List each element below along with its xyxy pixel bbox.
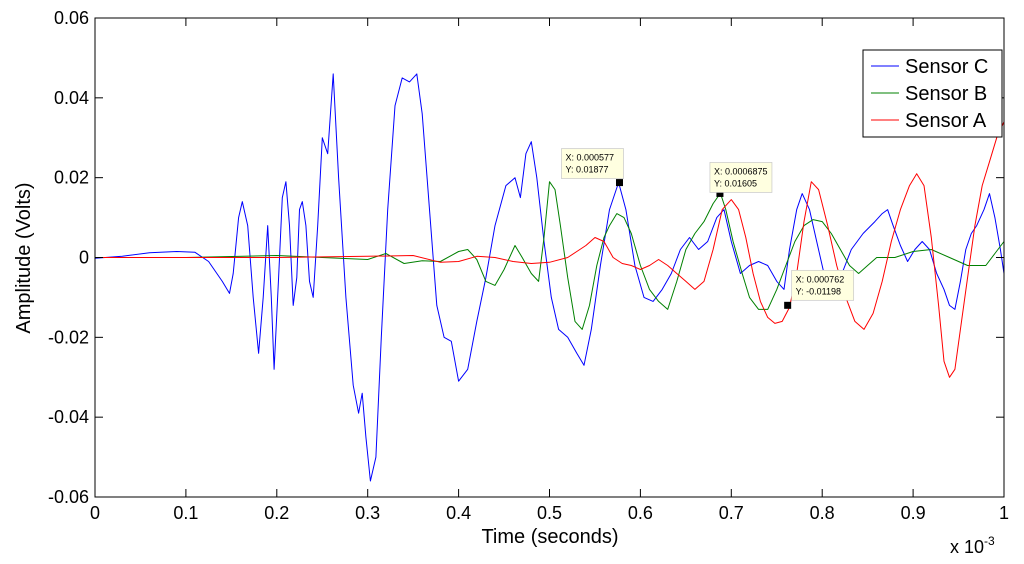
data-tip-x: X: 0.0006875 [714,166,768,176]
data-tip-y: Y: -0.01198 [796,286,841,296]
data-tip-box [709,162,773,193]
y-tick-label: -0.04 [48,407,89,427]
series-line-sensor-c [94,73,1005,482]
y-tick-label: 0 [79,248,89,268]
x-tick-label: 0.4 [446,503,471,523]
legend-label-sensor-a: Sensor A [905,110,987,132]
x-tick-label: 0.7 [719,503,744,523]
x-axis-multiplier-base: x 10 [950,537,984,557]
x-tick-label: 0.3 [355,503,380,523]
data-tip[interactable]: X: 0.000762 Y: -0.01198 [784,269,855,309]
x-tick-label: 0.2 [264,503,289,523]
series-line-sensor-a [95,121,1005,378]
x-tick-label: 0 [90,503,100,523]
data-tip-marker[interactable] [784,301,792,309]
y-axis-title: Amplitude (Volts) [13,182,35,333]
data-tip-x: X: 0.000577 [565,153,614,163]
series-line-sensor-b [95,181,1005,330]
x-tick-label: 0.9 [901,503,926,523]
data-tip[interactable]: X: 0.000577 Y: 0.01877 [561,148,624,187]
y-tick-label: 0.04 [54,88,89,108]
data-tip[interactable]: X: 0.0006875 Y: 0.01605 [709,162,773,197]
x-tick-label: 0.8 [810,503,835,523]
y-tick-label: -0.02 [48,327,89,347]
y-tick-label: 0.06 [54,8,89,28]
data-tip-y: Y: 0.01605 [714,178,757,188]
data-tip-marker[interactable] [615,179,623,187]
y-tick-label: 0.02 [54,168,89,188]
legend: Sensor C Sensor B Sensor A [862,49,1003,138]
x-tick-label: 0.1 [173,503,198,523]
data-tip-box [791,269,855,301]
x-tick-label: 0.5 [537,503,562,523]
data-tip-y: Y: 0.01877 [565,165,608,175]
data-tip-marker[interactable] [716,189,724,197]
x-tick-label: 1 [999,503,1009,523]
data-tip-box [561,148,624,179]
legend-label-sensor-b: Sensor B [905,83,987,105]
x-axis-title: Time (seconds) [481,526,618,548]
x-tick-label: 0.6 [628,503,653,523]
x-axis-multiplier: x 10-3 [950,534,995,557]
data-tip-x: X: 0.000762 [796,274,845,284]
legend-label-sensor-c: Sensor C [905,56,988,78]
y-tick-label: -0.06 [48,487,89,507]
x-axis-multiplier-exponent: -3 [984,534,995,548]
